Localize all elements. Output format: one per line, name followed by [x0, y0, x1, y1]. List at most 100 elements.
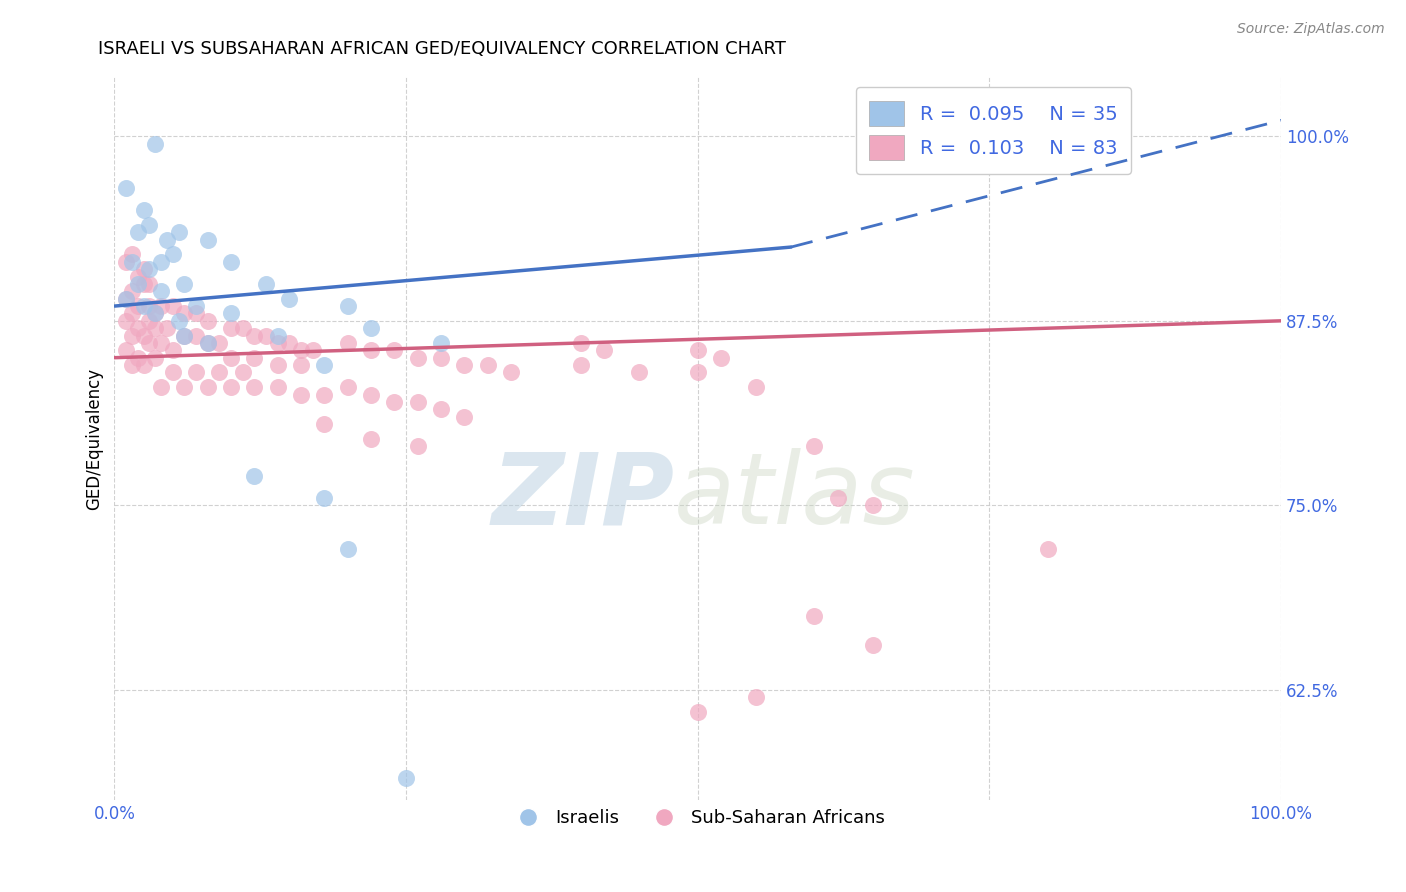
- Point: [360, 321, 382, 335]
- Point: [150, 335, 173, 350]
- Y-axis label: GED/Equivalency: GED/Equivalency: [86, 368, 103, 510]
- Point: [143, 351, 166, 365]
- Point: [150, 255, 173, 269]
- Point: [219, 351, 242, 365]
- Point: [219, 255, 242, 269]
- Point: [184, 328, 207, 343]
- Point: [208, 335, 231, 350]
- Point: [184, 306, 207, 320]
- Point: [150, 380, 173, 394]
- Point: [278, 335, 301, 350]
- Point: [197, 335, 219, 350]
- Point: [267, 358, 290, 372]
- Point: [710, 351, 733, 365]
- Point: [360, 387, 382, 401]
- Point: [115, 292, 138, 306]
- Point: [569, 335, 592, 350]
- Point: [162, 343, 184, 358]
- Point: [208, 366, 231, 380]
- Point: [336, 299, 359, 313]
- Point: [143, 306, 166, 320]
- Point: [127, 351, 149, 365]
- Point: [267, 328, 290, 343]
- Point: [127, 321, 149, 335]
- Point: [406, 395, 429, 409]
- Point: [314, 387, 336, 401]
- Point: [477, 358, 499, 372]
- Point: [184, 366, 207, 380]
- Point: [156, 321, 179, 335]
- Point: [132, 277, 155, 291]
- Point: [453, 409, 475, 424]
- Point: [132, 203, 155, 218]
- Point: [314, 417, 336, 431]
- Point: [686, 705, 709, 719]
- Point: [219, 380, 242, 394]
- Point: [593, 343, 616, 358]
- Point: [290, 387, 312, 401]
- Point: [167, 314, 190, 328]
- Point: [219, 321, 242, 335]
- Point: [569, 358, 592, 372]
- Point: [143, 306, 166, 320]
- Point: [138, 218, 160, 232]
- Point: [219, 306, 242, 320]
- Point: [173, 328, 195, 343]
- Point: [121, 255, 143, 269]
- Point: [197, 335, 219, 350]
- Point: [360, 432, 382, 446]
- Point: [121, 328, 143, 343]
- Point: [121, 247, 143, 261]
- Point: [382, 395, 405, 409]
- Point: [430, 351, 453, 365]
- Point: [243, 351, 266, 365]
- Point: [360, 343, 382, 358]
- Text: atlas: atlas: [675, 448, 915, 545]
- Point: [138, 335, 160, 350]
- Point: [115, 292, 138, 306]
- Point: [132, 358, 155, 372]
- Point: [184, 299, 207, 313]
- Point: [243, 328, 266, 343]
- Point: [278, 292, 301, 306]
- Point: [156, 233, 179, 247]
- Point: [132, 299, 155, 313]
- Point: [862, 498, 884, 512]
- Point: [267, 380, 290, 394]
- Point: [132, 262, 155, 277]
- Point: [115, 343, 138, 358]
- Point: [173, 306, 195, 320]
- Point: [138, 277, 160, 291]
- Point: [232, 366, 254, 380]
- Point: [745, 690, 768, 704]
- Legend: Israelis, Sub-Saharan Africans: Israelis, Sub-Saharan Africans: [503, 802, 893, 835]
- Point: [745, 380, 768, 394]
- Point: [162, 299, 184, 313]
- Point: [162, 366, 184, 380]
- Point: [827, 491, 849, 505]
- Point: [686, 366, 709, 380]
- Point: [232, 321, 254, 335]
- Point: [336, 380, 359, 394]
- Point: [430, 402, 453, 417]
- Point: [167, 225, 190, 239]
- Point: [150, 285, 173, 299]
- Point: [115, 181, 138, 195]
- Point: [1036, 542, 1059, 557]
- Point: [290, 358, 312, 372]
- Point: [406, 351, 429, 365]
- Text: Source: ZipAtlas.com: Source: ZipAtlas.com: [1237, 22, 1385, 37]
- Point: [336, 542, 359, 557]
- Point: [138, 314, 160, 328]
- Point: [127, 225, 149, 239]
- Point: [127, 299, 149, 313]
- Point: [173, 380, 195, 394]
- Point: [162, 247, 184, 261]
- Point: [197, 314, 219, 328]
- Point: [686, 343, 709, 358]
- Point: [336, 335, 359, 350]
- Point: [127, 277, 149, 291]
- Point: [395, 771, 418, 785]
- Point: [453, 358, 475, 372]
- Point: [406, 439, 429, 453]
